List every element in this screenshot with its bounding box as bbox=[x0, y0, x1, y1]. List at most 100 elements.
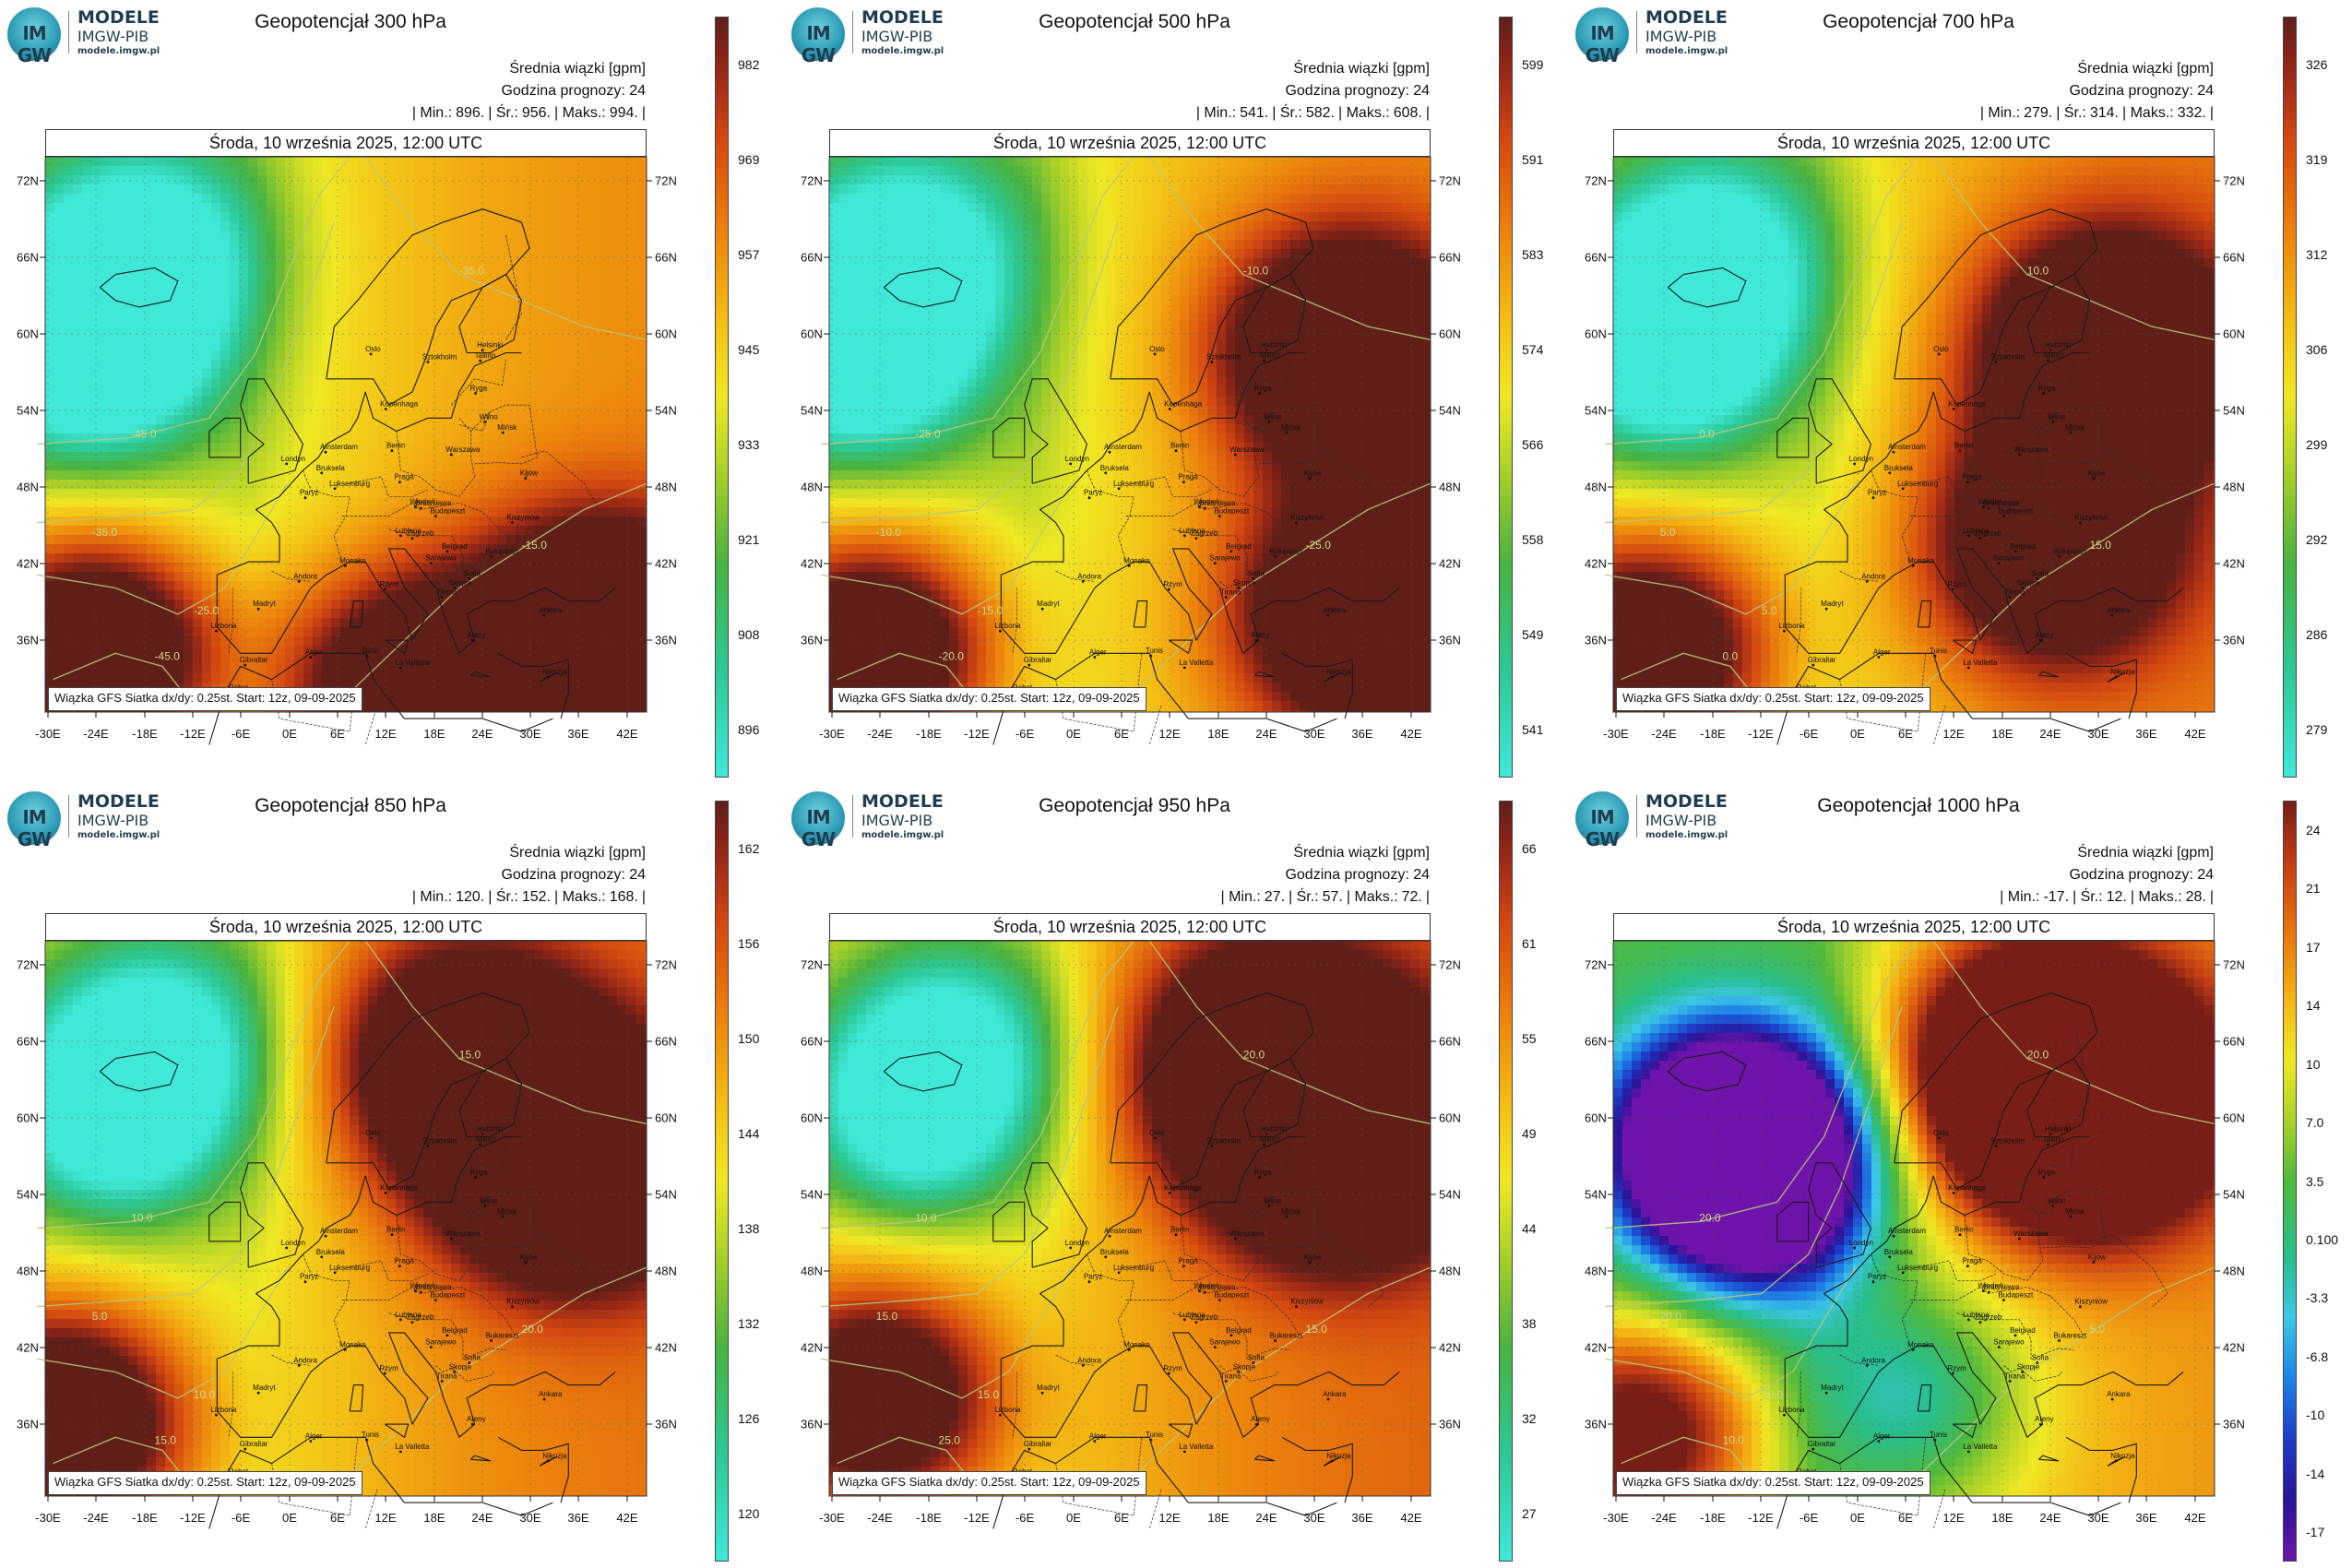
city-label: Praga bbox=[394, 473, 414, 481]
city-label: Bruksela bbox=[1884, 464, 1914, 472]
city-marker bbox=[1237, 1371, 1241, 1373]
city-label: Madryt bbox=[1821, 600, 1844, 608]
city-label: Alger bbox=[1873, 1432, 1891, 1441]
city-label: Kopenhaga bbox=[380, 399, 418, 408]
colorbar-label: -6.8 bbox=[2306, 1349, 2328, 1364]
logo-separator bbox=[1636, 795, 1637, 837]
logo-line2: IMGW-PIB bbox=[77, 28, 148, 45]
stat-max-val: 28. bbox=[2186, 889, 2206, 905]
city-label: Oslo bbox=[365, 345, 381, 353]
lat-label: 36N bbox=[2223, 1418, 2245, 1431]
city-label: Ankara bbox=[2107, 1390, 2131, 1398]
imgw-logo: IM GW MODELE IMGW-PIB modele.imgw.pl bbox=[791, 790, 976, 850]
lat-label: 66N bbox=[2223, 1035, 2245, 1049]
city-marker bbox=[1871, 1280, 1875, 1284]
colorbar-label: 921 bbox=[738, 532, 759, 547]
logo-line2: IMGW-PIB bbox=[1645, 812, 1716, 829]
city-marker bbox=[2042, 1175, 2045, 1179]
city-label: Mińsk bbox=[1281, 423, 1301, 432]
map-frame bbox=[44, 156, 647, 713]
city-marker bbox=[365, 1438, 369, 1442]
city-label: Zagrzeb bbox=[1191, 529, 1218, 538]
lon-label: 42E bbox=[1400, 1511, 1421, 1525]
lat-label: 72N bbox=[801, 174, 823, 188]
city-marker bbox=[1966, 1265, 1969, 1268]
city-marker bbox=[1812, 1447, 1815, 1451]
forecast-hour: Godzina prognozy: 24 bbox=[501, 83, 646, 100]
logo-separator bbox=[68, 795, 69, 837]
logo-separator bbox=[852, 795, 853, 837]
colorbar-label: 908 bbox=[738, 627, 759, 642]
lat-label: 60N bbox=[801, 1111, 823, 1125]
city-label: Helsinki bbox=[477, 1125, 503, 1134]
city-marker bbox=[1149, 1438, 1153, 1442]
city-marker bbox=[542, 1397, 546, 1401]
city-label: Oslo bbox=[1149, 1129, 1165, 1137]
city-marker bbox=[1958, 1233, 1962, 1237]
lon-label: 24E bbox=[471, 1511, 493, 1525]
lat-label: 36N bbox=[655, 634, 677, 647]
logo-line2: IMGW-PIB bbox=[861, 812, 932, 829]
city-label: Nikozja bbox=[1326, 668, 1351, 676]
city-marker bbox=[1987, 506, 1990, 510]
city-label: Ateny bbox=[2035, 631, 2053, 639]
lat-label: 36N bbox=[1439, 1418, 1461, 1431]
colorbar-label: -10 bbox=[2306, 1408, 2324, 1422]
contour-label: 20.0 bbox=[1699, 1212, 1721, 1225]
lon-label: 6E bbox=[1114, 727, 1129, 741]
city-label: Ateny bbox=[1251, 631, 1269, 639]
lon-label: 30E bbox=[519, 1511, 540, 1525]
city-marker bbox=[1877, 656, 1881, 659]
stats-line: | Min.: 120. | Śr.: 152. | Maks.: 168. | bbox=[410, 889, 647, 906]
city-label: Nikozja bbox=[542, 1452, 567, 1460]
city-marker bbox=[1987, 1290, 1990, 1294]
lon-label: 18E bbox=[1991, 1511, 2013, 1525]
city-marker bbox=[1871, 496, 1875, 500]
lat-label: 60N bbox=[655, 327, 677, 341]
city-label: Bratysława bbox=[415, 1283, 452, 1291]
colorbar-label: 558 bbox=[1522, 532, 1543, 547]
geopotential-field bbox=[45, 941, 647, 1496]
colorbar bbox=[1499, 801, 1513, 1562]
lat-label: 66N bbox=[655, 251, 677, 265]
city-marker bbox=[1966, 1450, 1970, 1454]
city-label: Warszawa bbox=[2013, 445, 2049, 454]
city-label: Belgrad bbox=[2010, 542, 2036, 551]
contour-label: 15.0 bbox=[876, 1310, 898, 1323]
city-marker bbox=[474, 1175, 477, 1179]
map-panel: Oslo Sztokholm Helsinki Tallinn Ryga Wilno Miń… bbox=[784, 784, 1568, 1568]
colorbar-label: 574 bbox=[1522, 342, 1543, 357]
city-marker bbox=[2013, 1334, 2017, 1337]
city-marker bbox=[2047, 359, 2050, 362]
lat-label: 36N bbox=[17, 1418, 39, 1431]
imgw-logo: IM GW MODELE IMGW-PIB modele.imgw.pl bbox=[1575, 790, 1760, 850]
stat-min: | Min.: bbox=[1220, 889, 1260, 905]
city-marker bbox=[429, 1346, 433, 1348]
lat-label: 48N bbox=[1439, 481, 1461, 494]
city-marker bbox=[445, 1334, 449, 1337]
lat-label: 66N bbox=[2223, 251, 2245, 265]
contour-label: -25.0 bbox=[1306, 539, 1332, 552]
colorbar-label: 326 bbox=[2306, 57, 2327, 72]
colorbar-label: 896 bbox=[738, 722, 759, 737]
logo-line3: modele.imgw.pl bbox=[1645, 830, 1728, 840]
city-marker bbox=[483, 1205, 487, 1207]
contour-label: -45.0 bbox=[155, 649, 181, 662]
model-info: Wiązka GFS Siatka dx/dy: 0.25st. Start: … bbox=[48, 1471, 362, 1495]
panel-title: Geopotencjał 950 hPa bbox=[996, 795, 1273, 817]
city-label: Amsterdam bbox=[1888, 1227, 1926, 1235]
lon-label: 0E bbox=[1850, 727, 1865, 741]
city-marker bbox=[303, 496, 307, 500]
colorbar-label: 27 bbox=[1522, 1506, 1537, 1521]
city-label: Ryga bbox=[470, 384, 488, 392]
city-label: Lublana bbox=[1179, 1311, 1206, 1319]
city-marker bbox=[1028, 663, 1031, 667]
city-label: Helsinki bbox=[1261, 341, 1287, 350]
lon-label: 12E bbox=[374, 727, 396, 741]
city-label: Londyn bbox=[1849, 1239, 1873, 1247]
lat-label: 66N bbox=[17, 1035, 39, 1049]
lat-label: 36N bbox=[1439, 634, 1461, 647]
lon-label: -18E bbox=[1700, 727, 1725, 741]
